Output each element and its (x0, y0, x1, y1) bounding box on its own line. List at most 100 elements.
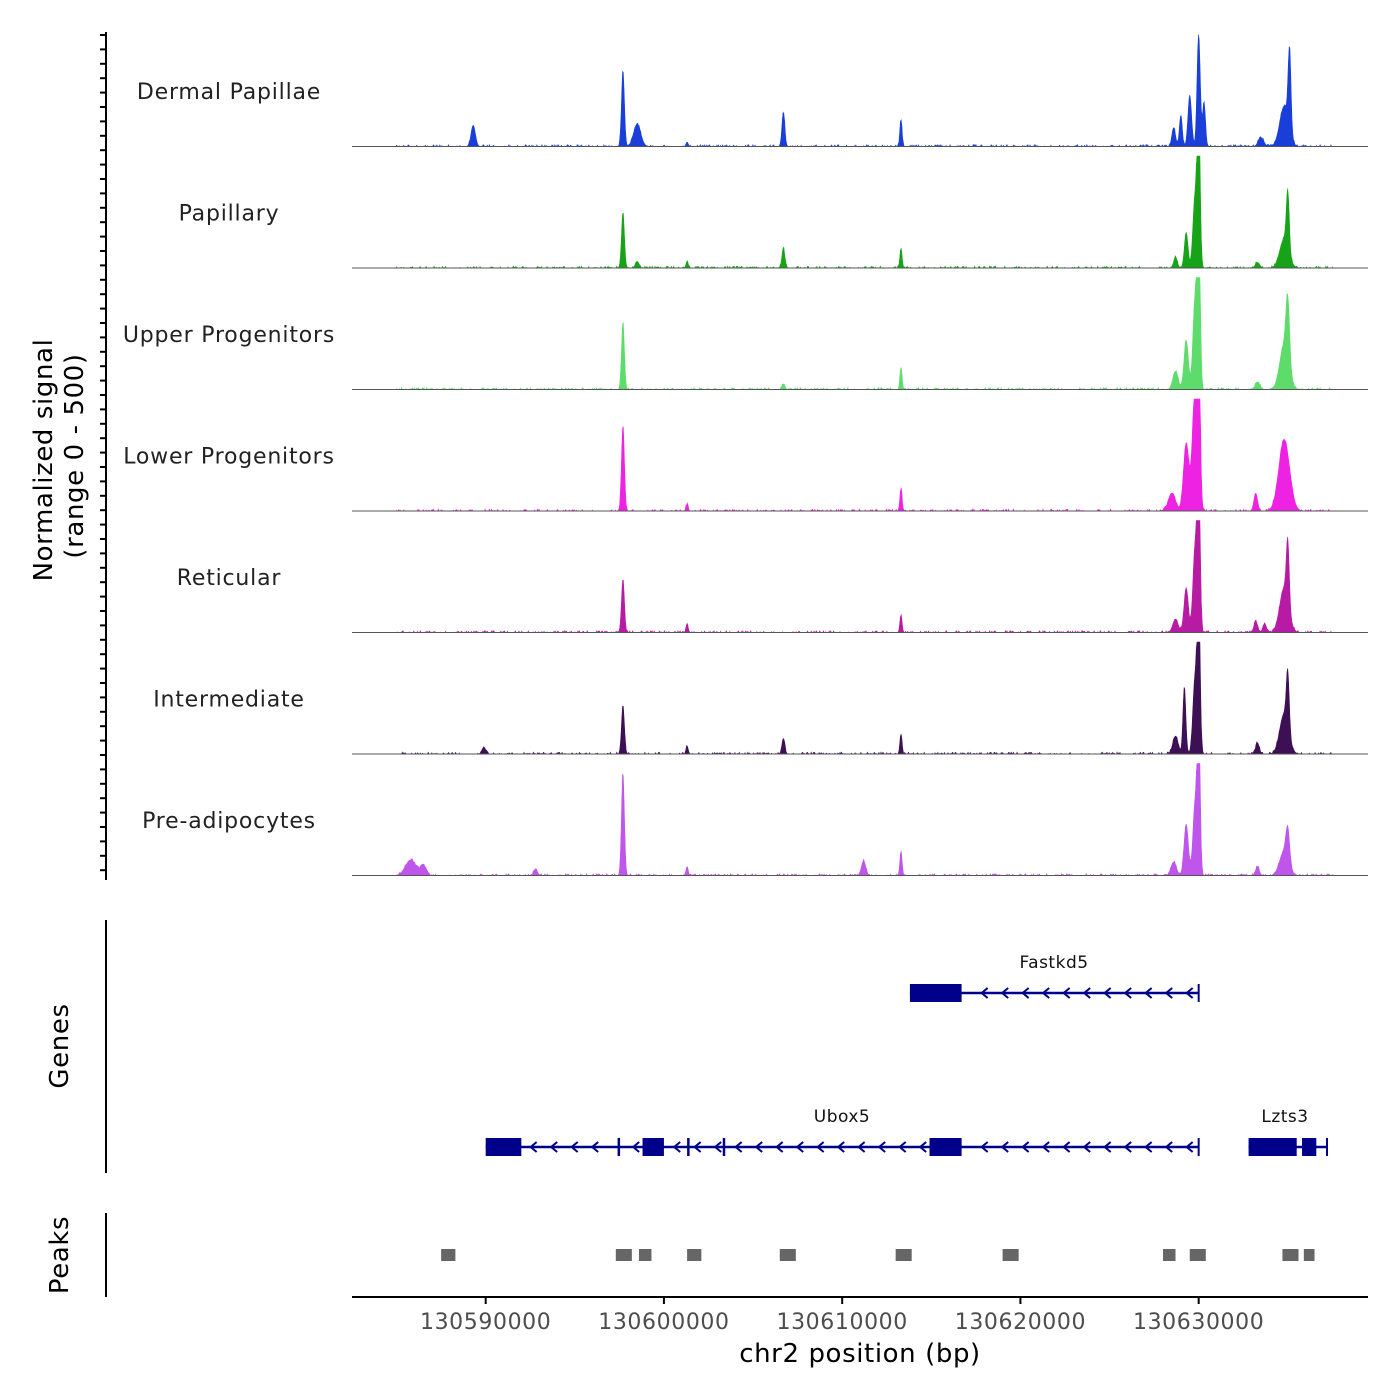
coverage-track-upper-progenitors: Upper Progenitors (123, 277, 1368, 391)
gene-strand-chevron (1123, 1141, 1132, 1153)
coverage-area-upper-progenitors (396, 277, 1333, 391)
gene-strand-chevron (590, 1141, 599, 1153)
gene-label-lzts3: Lzts3 (1261, 1107, 1308, 1127)
peak-region-0 (441, 1249, 456, 1261)
coverage-track-papillary: Papillary (179, 155, 1368, 269)
peak-region-7 (1163, 1249, 1176, 1261)
gene-strand-chevron (1185, 1141, 1194, 1153)
gene-strand-chevron (754, 1141, 763, 1153)
peak-region-6 (1002, 1249, 1019, 1261)
x-tick-label: 130600000 (598, 1310, 729, 1335)
gene-strand-chevron (1041, 987, 1050, 999)
track-label-intermediate: Intermediate (153, 688, 305, 713)
x-tick-label: 130620000 (955, 1310, 1086, 1335)
gene-strand-chevron (1021, 987, 1030, 999)
peak-region-4 (779, 1249, 796, 1261)
gene-strand-chevron (980, 987, 989, 999)
x-tick-label: 130630000 (1133, 1310, 1264, 1335)
track-label-papillary: Papillary (179, 202, 280, 227)
coverage-y-axis-title-line2: (range 0 - 500) (60, 353, 90, 558)
peak-region-8 (1189, 1249, 1206, 1261)
gene-label-ubox5: Ubox5 (814, 1107, 871, 1127)
gene-strand-chevron (631, 1141, 640, 1153)
gene-strand-chevron (1103, 1141, 1112, 1153)
gene-strand-chevron (734, 1141, 743, 1153)
coverage-area-papillary (396, 155, 1333, 269)
gene-exon-ubox5-3 (687, 1138, 690, 1156)
peak-region-3 (687, 1249, 702, 1261)
peak-region-9 (1282, 1249, 1299, 1261)
track-label-upper-progenitors: Upper Progenitors (123, 323, 335, 348)
gene-strand-chevron (980, 1141, 989, 1153)
gene-exon-fastkd5-0 (909, 984, 962, 1002)
gene-strand-chevron (795, 1141, 804, 1153)
gene-strand-chevron (693, 1141, 702, 1153)
coverage-area-lower-progenitors (396, 398, 1333, 512)
x-axis-title: chr2 position (bp) (739, 1339, 981, 1369)
gene-strand-chevron (1062, 987, 1071, 999)
gene-strand-chevron (549, 1141, 558, 1153)
gene-strand-chevron (816, 1141, 825, 1153)
x-tick-label: 130590000 (420, 1310, 551, 1335)
peak-region-5 (895, 1249, 912, 1261)
gene-ubox5: Ubox5 (485, 1107, 1200, 1156)
coverage-track-pre-adipocytes: Pre-adipocytes (142, 763, 1368, 877)
gene-strand-chevron (898, 1141, 907, 1153)
gene-strand-chevron (1144, 1141, 1153, 1153)
peaks-panel (105, 1213, 1315, 1297)
gene-strand-chevron (1000, 1141, 1009, 1153)
coverage-area-dermal-papillae (396, 34, 1333, 148)
x-tick-label: 130610000 (776, 1310, 907, 1335)
gene-strand-chevron (570, 1141, 579, 1153)
coverage-panel: Dermal Papillae Papillary Upper Progenitor… (100, 32, 1368, 880)
gene-exon-ubox5-5 (929, 1138, 962, 1156)
gene-strand-chevron (1021, 1141, 1030, 1153)
gene-strand-chevron (1103, 987, 1112, 999)
gene-strand-chevron (1164, 987, 1173, 999)
gene-strand-chevron (1041, 1141, 1050, 1153)
coverage-area-intermediate (396, 641, 1333, 755)
coverage-track-dermal-papillae: Dermal Papillae (137, 34, 1368, 148)
gene-strand-chevron (836, 1141, 845, 1153)
gene-exon-ubox5-0 (485, 1138, 522, 1156)
gene-exon-ubox5-4 (722, 1138, 726, 1156)
coverage-y-axis-title-line1: Normalized signal (29, 339, 59, 582)
coverage-area-pre-adipocytes (396, 763, 1333, 877)
track-label-pre-adipocytes: Pre-adipocytes (142, 809, 316, 834)
peak-region-2 (638, 1249, 652, 1261)
peaks-y-axis-title: Peaks (45, 1216, 75, 1294)
track-label-dermal-papillae: Dermal Papillae (137, 80, 321, 105)
gene-strand-chevron (775, 1141, 784, 1153)
peak-region-10 (1303, 1249, 1315, 1261)
genes-y-axis-title: Genes (45, 1003, 75, 1088)
gene-strand-chevron (672, 1141, 681, 1153)
coverage-track-reticular: Reticular (177, 520, 1368, 634)
gene-label-fastkd5: Fastkd5 (1019, 953, 1088, 973)
track-label-reticular: Reticular (177, 566, 282, 591)
gene-lzts3: Lzts3 (1248, 1107, 1329, 1156)
gene-strand-chevron (1164, 1141, 1173, 1153)
genes-panel: Fastkd5 Ubox5 Lzts3 (105, 920, 1329, 1173)
gene-strand-chevron (877, 1141, 886, 1153)
peak-region-1 (615, 1249, 632, 1261)
gene-strand-chevron (1123, 987, 1132, 999)
gene-exon-lzts3-0 (1248, 1138, 1297, 1156)
gene-strand-chevron (529, 1141, 538, 1153)
track-label-lower-progenitors: Lower Progenitors (123, 445, 335, 470)
gene-exon-ubox5-2 (642, 1138, 664, 1156)
gene-strand-chevron (1000, 987, 1009, 999)
coverage-area-reticular (395, 520, 1333, 634)
gene-exon-ubox5-1 (617, 1138, 621, 1156)
x-axis: 130590000 130600000 130610000 130620000 1306… (352, 1296, 1368, 1335)
gene-strand-chevron (918, 1141, 927, 1153)
coverage-track-intermediate: Intermediate (153, 641, 1368, 755)
gene-fastkd5: Fastkd5 (909, 953, 1200, 1002)
coverage-track-lower-progenitors: Lower Progenitors (123, 398, 1368, 512)
gene-strand-chevron (1144, 987, 1153, 999)
gene-strand-chevron (857, 1141, 866, 1153)
gene-strand-chevron (1185, 987, 1194, 999)
gene-strand-chevron (1062, 1141, 1071, 1153)
gene-strand-chevron (1082, 987, 1091, 999)
gene-strand-chevron (713, 1141, 722, 1153)
